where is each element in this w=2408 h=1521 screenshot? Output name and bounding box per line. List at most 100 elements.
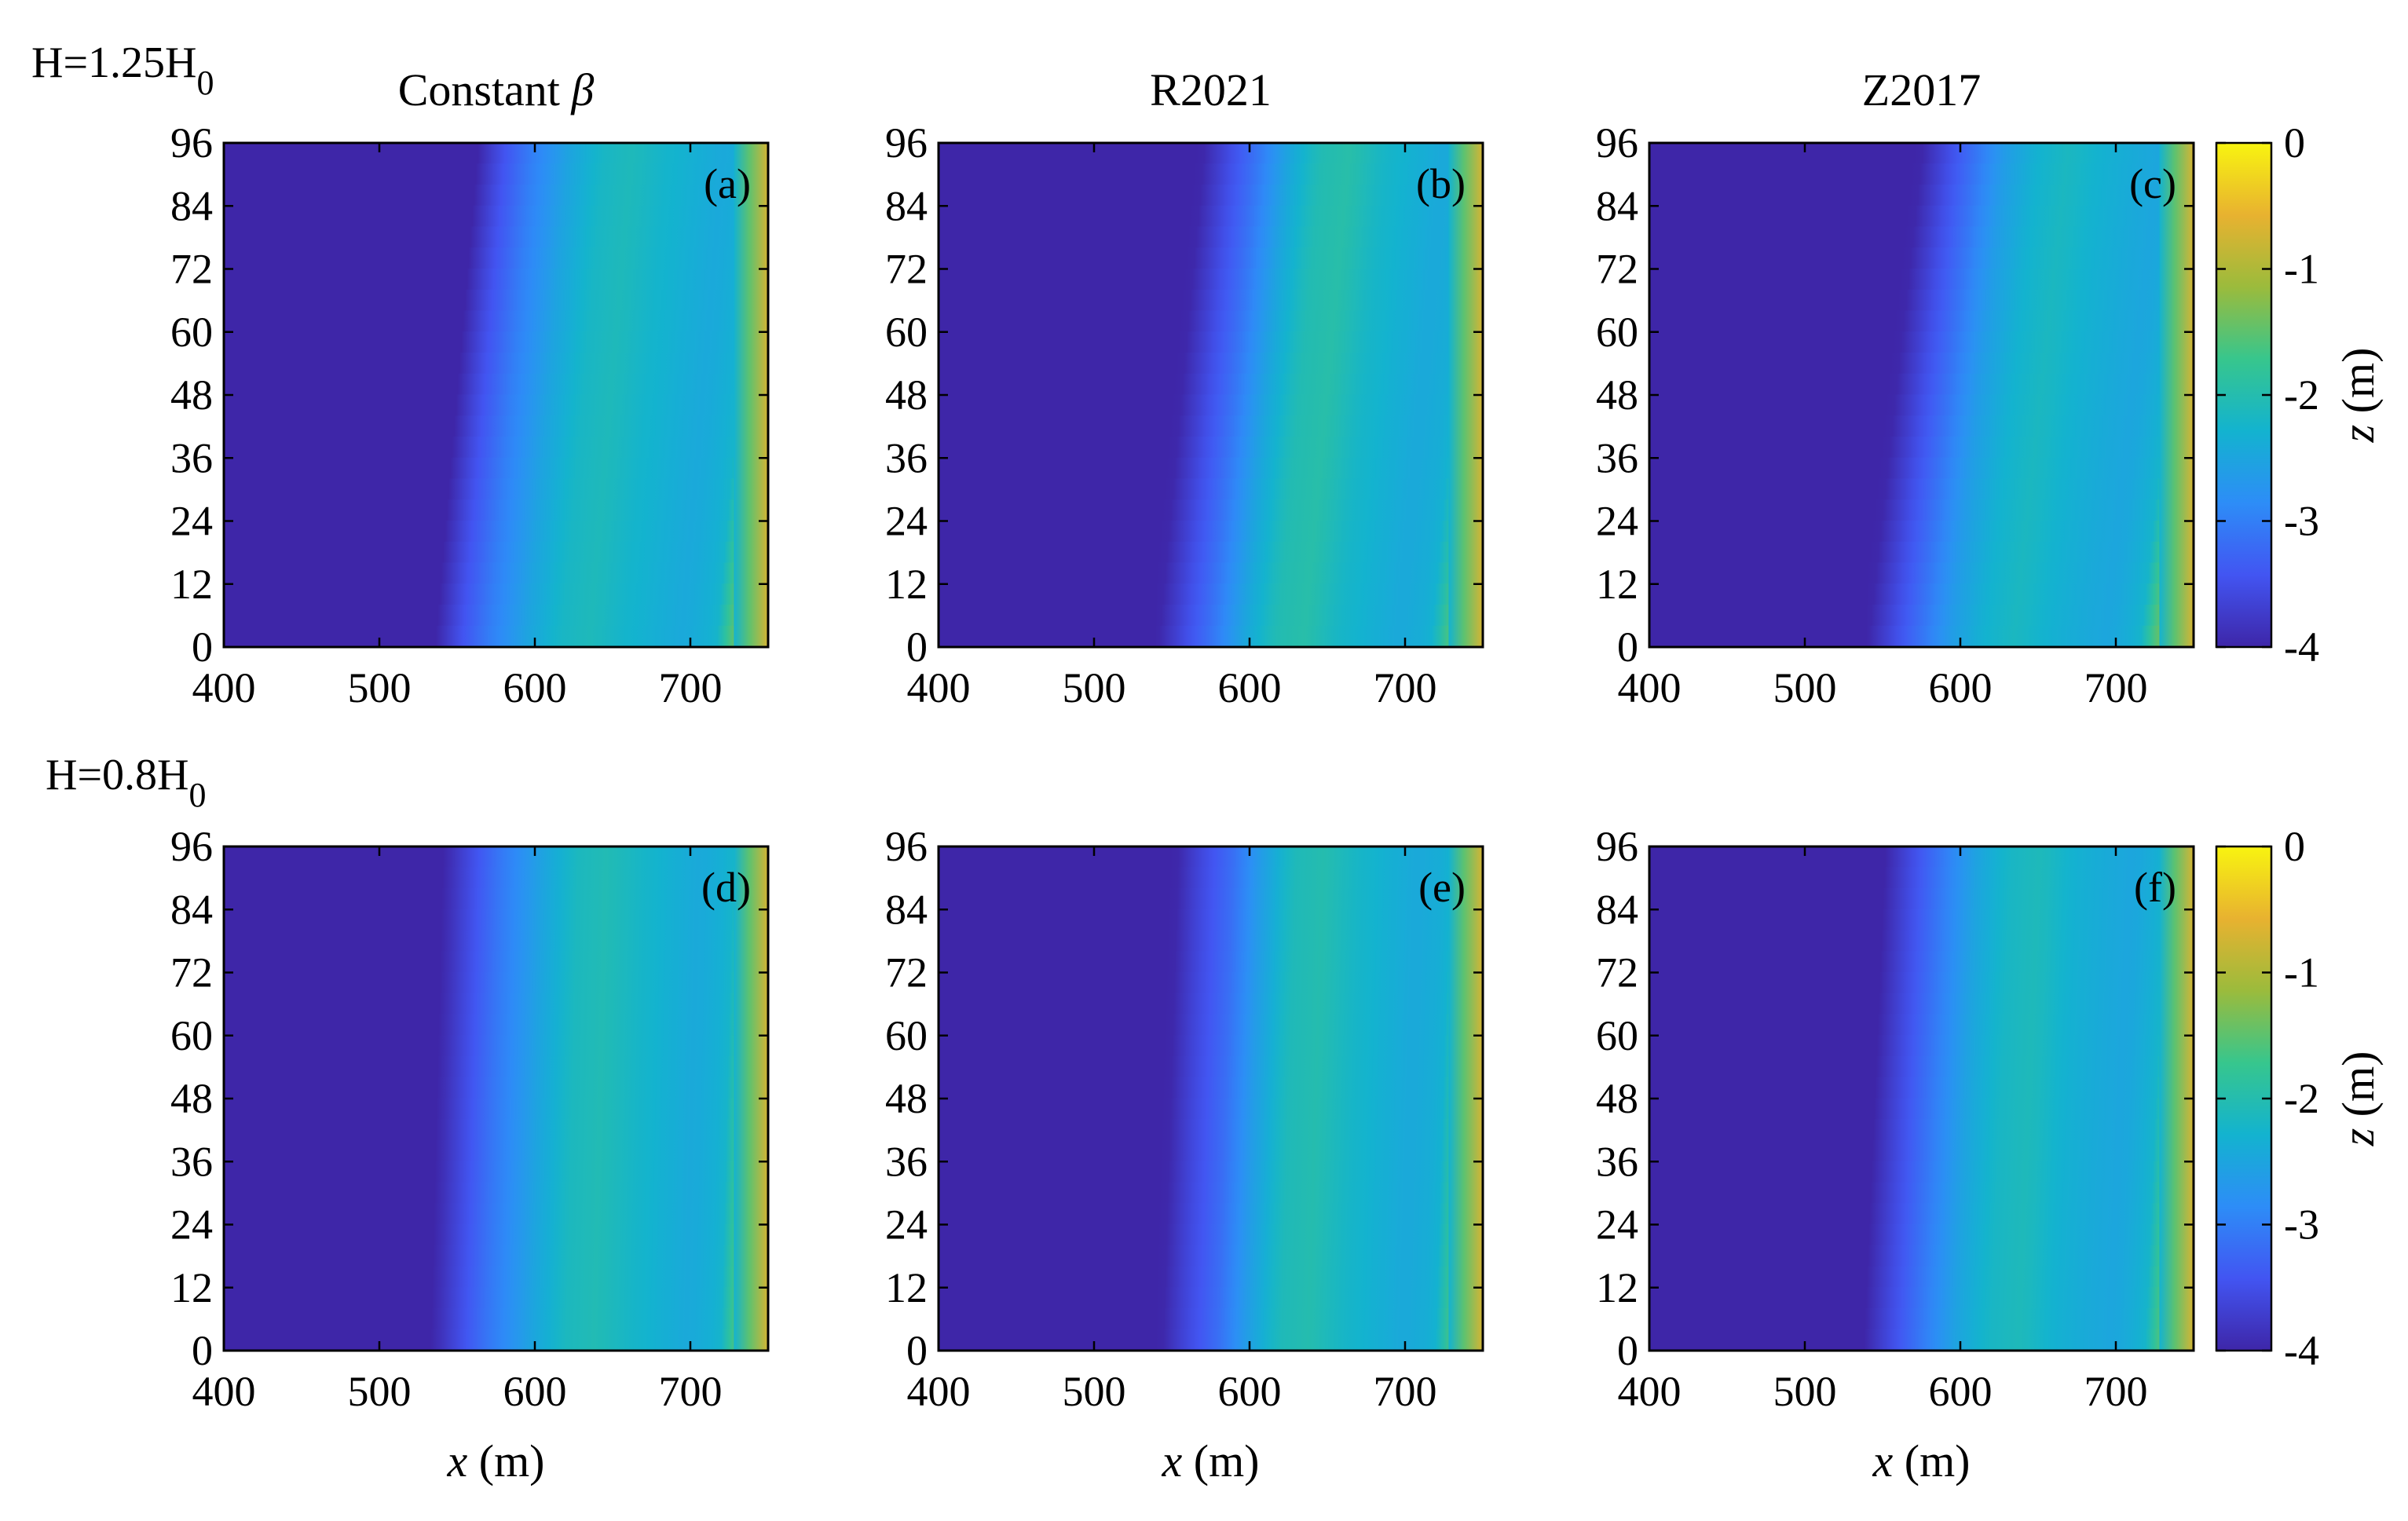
y-tick-label: 60 bbox=[885, 309, 928, 356]
deep-region bbox=[939, 143, 1157, 647]
colorbar-tick-label: -1 bbox=[2284, 246, 2319, 293]
panel-title: R2021 bbox=[1150, 64, 1272, 115]
panel-d: 400 500 600 700 0 12 24 36 48 60 72 84 96 (d) H=0.8H0 x… bbox=[46, 751, 770, 1486]
y-tick-label: 48 bbox=[170, 371, 213, 419]
y-tick-label: 96 bbox=[1596, 823, 1638, 870]
y-tick-label: 48 bbox=[885, 371, 928, 419]
y-tick-label: 96 bbox=[885, 823, 928, 870]
x-tick-label: 700 bbox=[659, 664, 723, 711]
y-tick-label: 0 bbox=[192, 1327, 213, 1374]
y-tick-label: 60 bbox=[170, 309, 213, 356]
colorbar-2: 0 -1 -2 -3 -4 z (m) bbox=[2215, 823, 2384, 1374]
panel-label: (d) bbox=[701, 864, 751, 911]
y-tick-label: 60 bbox=[1596, 1012, 1638, 1059]
y-tick-label: 12 bbox=[1596, 1264, 1638, 1311]
y-tick-label: 48 bbox=[885, 1075, 928, 1122]
y-tick-label: 0 bbox=[906, 1327, 928, 1374]
panel-a: 400 500 600 700 0 12 24 36 48 60 72 84 96 (a) Constant… bbox=[31, 38, 770, 711]
y-tick-label: 72 bbox=[885, 246, 928, 293]
y-tick-label: 84 bbox=[885, 182, 928, 229]
y-tick-label: 84 bbox=[170, 886, 213, 933]
y-tick-label: 12 bbox=[885, 1264, 928, 1311]
panel-e: 400 500 600 700 0 12 24 36 48 60 72 84 96 (e) x (m) bbox=[885, 823, 1484, 1486]
y-tick-label: 84 bbox=[1596, 886, 1638, 933]
x-axis-label: x (m) bbox=[447, 1435, 545, 1486]
y-tick-label: 24 bbox=[170, 498, 213, 545]
panel-label: (b) bbox=[1416, 160, 1466, 207]
y-tick-label: 96 bbox=[170, 823, 213, 870]
panel-label: (c) bbox=[2129, 160, 2176, 207]
bathymetry-field bbox=[1649, 846, 2194, 1351]
x-tick-label: 400 bbox=[1618, 1368, 1682, 1415]
y-tick-label: 36 bbox=[1596, 434, 1638, 481]
x-tick-label: 700 bbox=[1374, 1368, 1437, 1415]
colorbar-tick-label: -3 bbox=[2284, 498, 2319, 545]
y-tick-label: 72 bbox=[1596, 246, 1638, 293]
y-tick-label: 60 bbox=[1596, 309, 1638, 356]
panel-c: 400 500 600 700 0 12 24 36 48 60 72 84 96 (c) Z2017 bbox=[1596, 64, 2195, 711]
x-tick-label: 600 bbox=[503, 1368, 567, 1415]
colorbar-tick-label: -2 bbox=[2284, 1075, 2319, 1122]
y-tick-label: 36 bbox=[885, 434, 928, 481]
x-tick-label: 500 bbox=[1063, 664, 1126, 711]
colorbar-tick-label: -3 bbox=[2284, 1201, 2319, 1249]
y-tick-label: 96 bbox=[885, 119, 928, 166]
y-tick-label: 24 bbox=[885, 1201, 928, 1249]
bathymetry-field bbox=[939, 846, 1483, 1351]
panel-title: Constant β bbox=[398, 64, 595, 115]
x-tick-label: 600 bbox=[503, 664, 567, 711]
y-tick-label: 0 bbox=[1617, 1327, 1638, 1374]
y-tick-label: 0 bbox=[192, 623, 213, 671]
x-tick-label: 600 bbox=[1218, 664, 1282, 711]
deep-region bbox=[224, 846, 426, 1351]
y-tick-label: 36 bbox=[1596, 1138, 1638, 1185]
x-tick-label: 600 bbox=[1218, 1368, 1282, 1415]
y-tick-label: 36 bbox=[170, 434, 213, 481]
row-label: H=0.8H0 bbox=[46, 751, 206, 814]
x-tick-label: 600 bbox=[1929, 664, 1993, 711]
panel-label: (a) bbox=[704, 160, 751, 207]
x-tick-label: 500 bbox=[1773, 664, 1837, 711]
x-tick-label: 700 bbox=[1374, 664, 1437, 711]
y-tick-label: 72 bbox=[1596, 949, 1638, 996]
colorbar-tick-label: 0 bbox=[2284, 119, 2305, 166]
x-tick-label: 500 bbox=[1773, 1368, 1837, 1415]
y-tick-label: 72 bbox=[170, 949, 213, 996]
colorbar-tick-label: -4 bbox=[2284, 623, 2319, 671]
colorbar-label: z (m) bbox=[2333, 348, 2384, 444]
x-tick-label: 600 bbox=[1929, 1368, 1993, 1415]
colorbars: 0 -1 -2 -3 -4 z (m) 0 -1 -2 -3 -4 z (m) bbox=[2215, 119, 2384, 1374]
colorbar-tick-label: 0 bbox=[2284, 823, 2305, 870]
y-tick-label: 72 bbox=[170, 246, 213, 293]
y-tick-label: 96 bbox=[1596, 119, 1638, 166]
y-tick-label: 24 bbox=[170, 1201, 213, 1249]
y-tick-label: 12 bbox=[170, 561, 213, 608]
colorbar-tick-label: -1 bbox=[2284, 949, 2319, 996]
panel-b: 400 500 600 700 0 12 24 36 48 60 72 84 96 (b) R2021 bbox=[885, 64, 1484, 711]
deep-region bbox=[224, 143, 434, 647]
y-tick-label: 12 bbox=[1596, 561, 1638, 608]
y-tick-label: 48 bbox=[1596, 1075, 1638, 1122]
x-tick-label: 500 bbox=[1063, 1368, 1126, 1415]
y-tick-label: 36 bbox=[170, 1138, 213, 1185]
y-tick-label: 24 bbox=[885, 498, 928, 545]
y-tick-label: 84 bbox=[885, 886, 928, 933]
panels: 400 500 600 70001224364860728496(a)Constant… bbox=[31, 38, 2195, 1486]
x-tick-label: 500 bbox=[348, 1368, 412, 1415]
x-tick-label: 700 bbox=[659, 1368, 723, 1415]
x-axis-label: x (m) bbox=[1162, 1435, 1260, 1486]
y-tick-label: 36 bbox=[885, 1138, 928, 1185]
x-tick-label: 400 bbox=[907, 664, 971, 711]
y-tick-label: 48 bbox=[1596, 371, 1638, 419]
y-tick-label: 0 bbox=[1617, 623, 1638, 671]
x-tick-label: 400 bbox=[192, 1368, 256, 1415]
bathymetry-field bbox=[224, 143, 768, 647]
panel-label: (f) bbox=[2134, 864, 2176, 911]
x-tick-label: 400 bbox=[1618, 664, 1682, 711]
x-tick-label: 700 bbox=[2084, 664, 2148, 711]
y-tick-label: 60 bbox=[885, 1012, 928, 1059]
y-tick-label: 72 bbox=[885, 949, 928, 996]
y-tick-label: 48 bbox=[170, 1075, 213, 1122]
x-tick-label: 400 bbox=[192, 664, 256, 711]
x-axis-label: x (m) bbox=[1872, 1435, 1971, 1486]
